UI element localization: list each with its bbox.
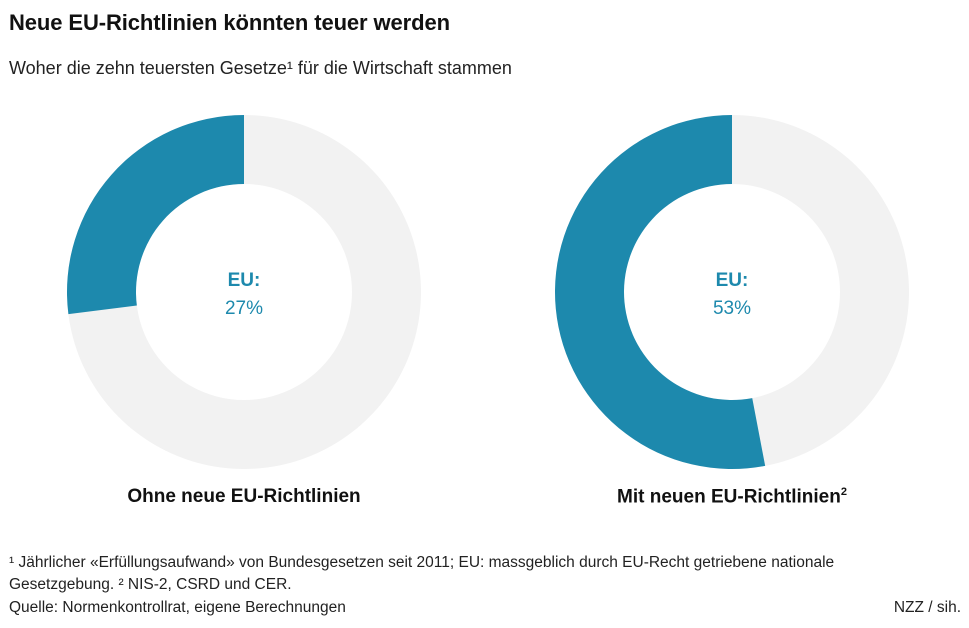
caption-without-new-directives: Ohne neue EU-Richtlinien [44,486,444,508]
center-label-left: EU: [228,270,261,291]
source-line: Quelle: Normenkontrollrat, eigene Berech… [9,599,346,616]
chart-subtitle: Woher die zehn teuersten Gesetze¹ für di… [9,58,512,78]
credit-line: NZZ / sih. [893,599,961,616]
chart-title: Neue EU-Richtlinien könnten teuer werden [9,10,450,35]
center-value-right: 53% [713,298,751,319]
footnote: ¹ Jährlicher «Erfüllungsaufwand» von Bun… [9,554,835,593]
caption-with-new-directives: Mit neuen EU-Richtlinien2 [532,486,932,508]
center-label-right: EU: [716,270,749,291]
donut-chart-without-new-directives: EU: 27% [66,114,422,470]
donut-svg-left: EU: 27% [66,115,421,469]
donut-chart-with-new-directives: EU: 53% [554,114,910,470]
center-value-left: 27% [225,298,263,319]
caption-text-left: Ohne neue EU-Richtlinien [127,486,361,507]
donut-segment-eu-left [66,115,244,315]
donut-segment-eu-right [555,115,766,469]
caption-text-right: Mit neuen EU-Richtlinien [617,486,841,508]
caption-footnote-marker: 2 [840,486,847,498]
donut-svg-right: EU: 53% [554,115,909,469]
